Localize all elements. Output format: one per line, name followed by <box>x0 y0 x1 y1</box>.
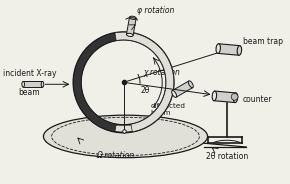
Ellipse shape <box>188 81 193 88</box>
Text: φ rotation: φ rotation <box>137 6 175 15</box>
Text: Ω rotation: Ω rotation <box>97 151 135 160</box>
Text: beam: beam <box>18 89 40 98</box>
Ellipse shape <box>129 16 136 19</box>
Text: counter: counter <box>242 95 272 104</box>
Polygon shape <box>126 17 136 36</box>
Circle shape <box>231 93 238 100</box>
Ellipse shape <box>233 93 238 102</box>
Text: incident X-ray: incident X-ray <box>3 69 56 78</box>
Polygon shape <box>73 33 116 132</box>
Text: 2θ: 2θ <box>141 86 150 95</box>
Ellipse shape <box>52 117 199 155</box>
Text: diffracted
beam: diffracted beam <box>151 103 186 116</box>
Polygon shape <box>218 44 240 55</box>
Ellipse shape <box>212 91 217 101</box>
Ellipse shape <box>126 33 133 36</box>
Ellipse shape <box>44 115 208 158</box>
Polygon shape <box>172 81 193 97</box>
Ellipse shape <box>237 46 242 55</box>
Polygon shape <box>23 81 42 87</box>
Ellipse shape <box>172 91 177 97</box>
Polygon shape <box>214 91 236 102</box>
Ellipse shape <box>216 44 220 53</box>
Polygon shape <box>115 32 174 132</box>
Text: χ rotation: χ rotation <box>143 68 180 77</box>
Text: 2θ rotation: 2θ rotation <box>206 152 248 161</box>
Text: beam trap: beam trap <box>243 37 283 46</box>
Ellipse shape <box>41 81 44 87</box>
Ellipse shape <box>22 81 24 87</box>
